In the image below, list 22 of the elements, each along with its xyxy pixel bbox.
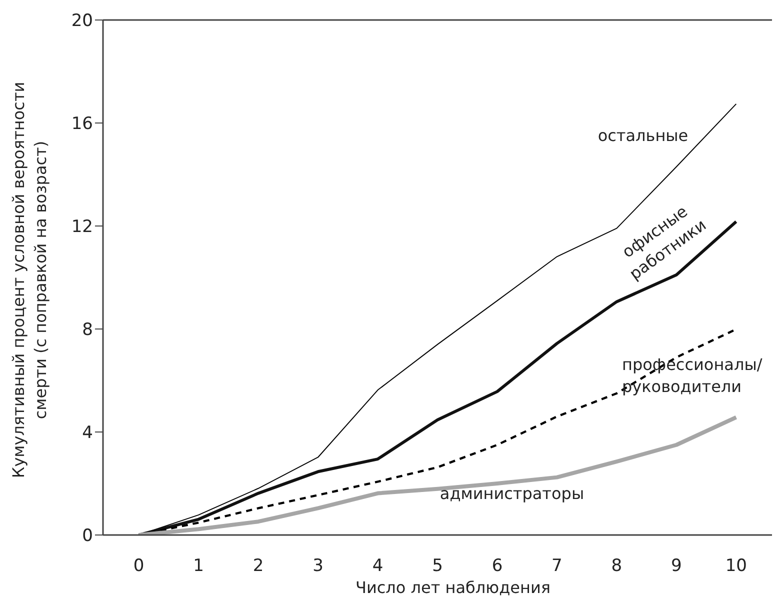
y-tick-label: 8 — [82, 320, 93, 340]
x-tick-label: 8 — [611, 556, 622, 576]
x-axis-title: Число лет наблюдения — [356, 578, 550, 597]
x-tick-label: 3 — [312, 556, 324, 576]
y-axis-title: Кумулятивный процент условной вероятности смерти (с поправкой на возраст) — [9, 82, 50, 478]
series-label: администраторы — [440, 484, 584, 503]
y-tick-label: 4 — [82, 423, 93, 444]
x-tick-label: 9 — [671, 556, 682, 576]
series-label: профессионалы/руководители — [622, 355, 763, 396]
x-tick-label: 0 — [133, 556, 144, 576]
x-tick-label: 5 — [432, 556, 443, 576]
x-tick-label: 1 — [193, 556, 204, 576]
x-tick-label: 2 — [252, 556, 264, 576]
series-label: остальные — [598, 126, 688, 145]
x-tick-label: 7 — [552, 556, 562, 576]
x-tick-label: 10 — [725, 556, 747, 576]
y-tick-label: 20 — [71, 11, 93, 32]
x-tick-label: 6 — [492, 556, 503, 576]
y-tick-label: 12 — [71, 217, 93, 238]
y-tick-label: 16 — [71, 114, 93, 134]
x-tick-label: 4 — [372, 556, 384, 576]
y-tick-label: 0 — [82, 526, 93, 546]
